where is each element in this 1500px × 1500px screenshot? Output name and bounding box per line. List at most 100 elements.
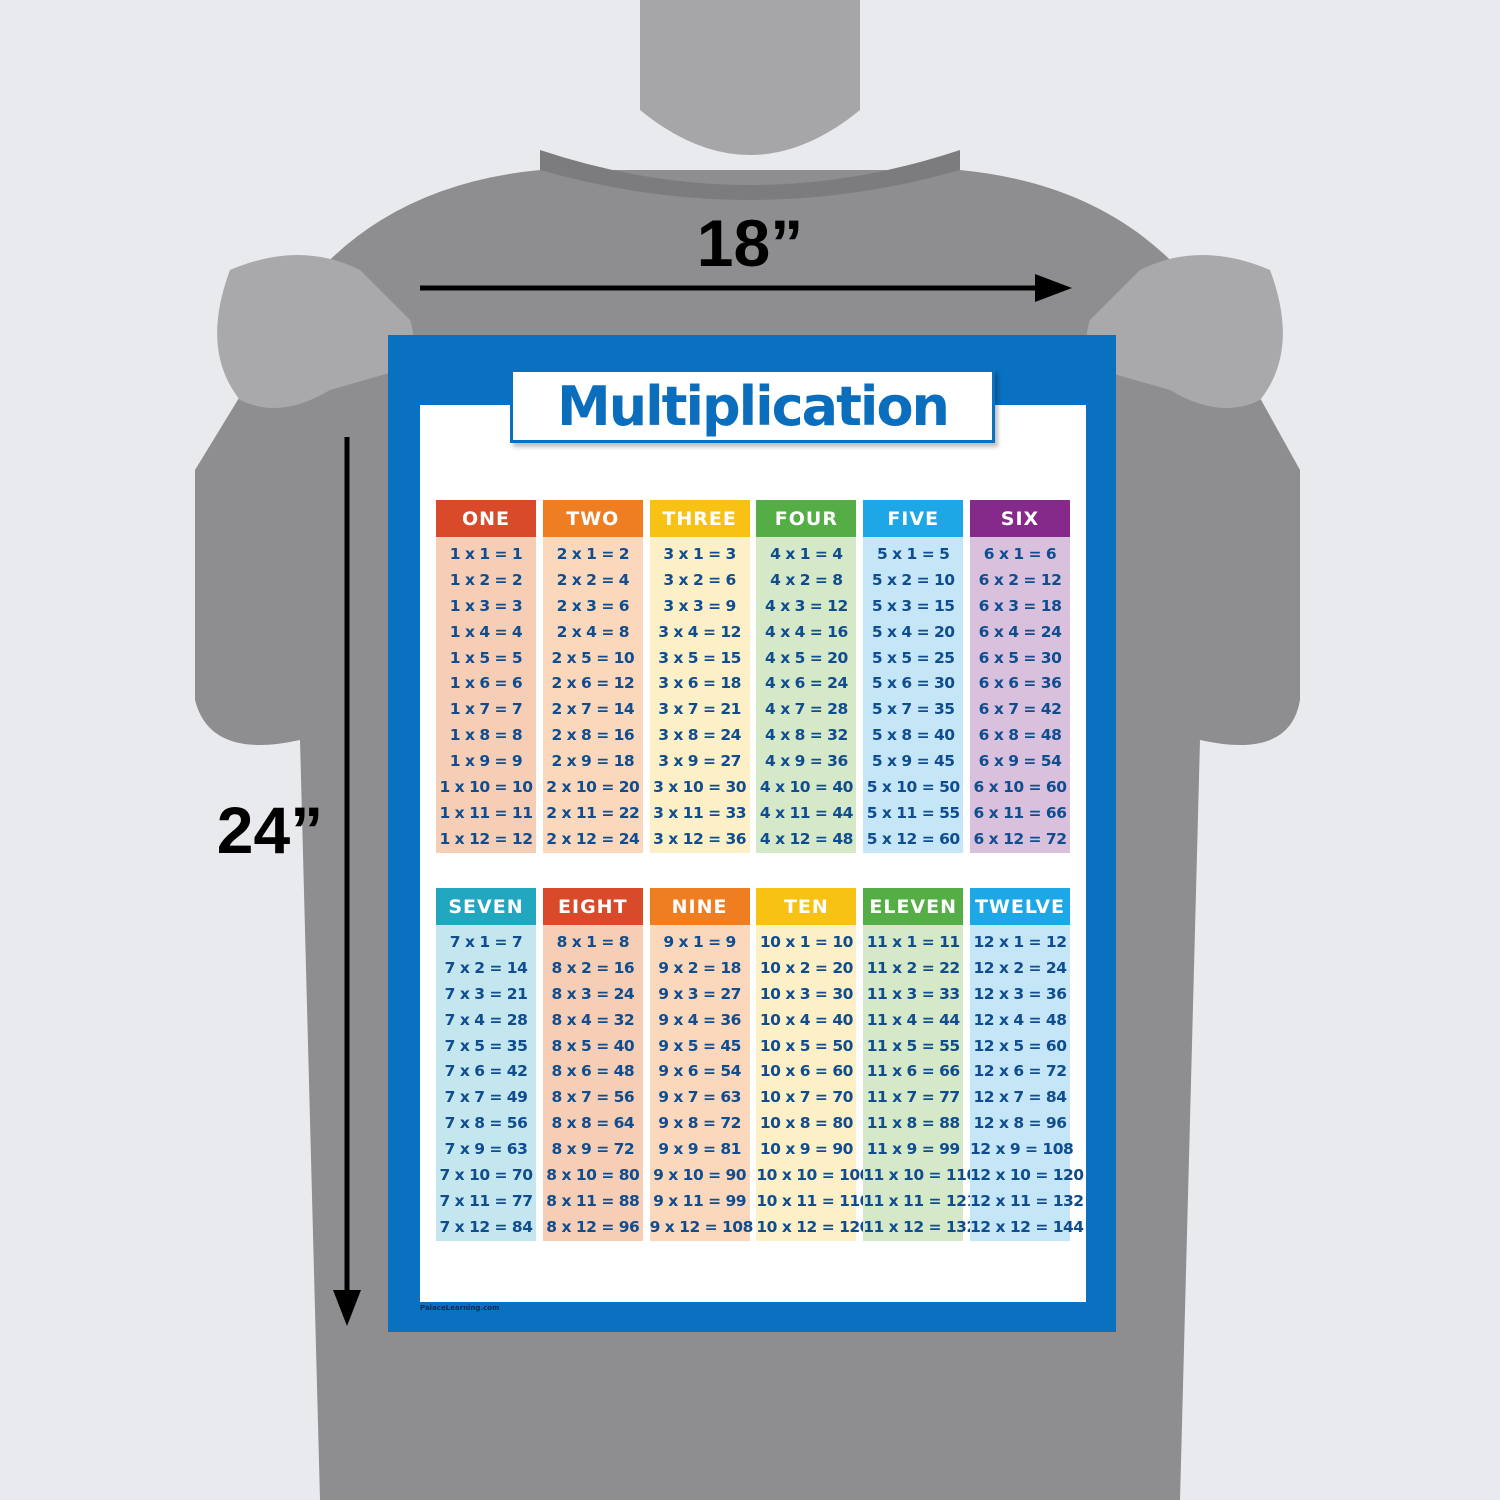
right-hand — [1086, 255, 1283, 408]
table-body: 8 x 1 = 8 8 x 2 = 16 8 x 3 = 24 8 x 4 = 32 8… — [542, 925, 643, 1241]
equation: 8 x 7 = 56 — [551, 1088, 635, 1107]
equation: 8 x 11 = 88 — [546, 1191, 640, 1210]
equation: 8 x 2 = 16 — [551, 958, 635, 977]
equation: 10 x 6 = 60 — [759, 1062, 854, 1081]
table-body: 4 x 1 = 4 4 x 2 = 8 4 x 3 = 12 4 x 4 = 16 4 … — [756, 537, 857, 853]
equation: 12 x 7 = 84 — [973, 1088, 1068, 1107]
table-header: TWELVE — [970, 888, 1070, 925]
equation: 10 x 9 = 90 — [759, 1140, 854, 1159]
equation: 1 x 9 = 9 — [449, 752, 523, 771]
table-body: 11 x 1 = 11 11 x 2 = 22 11 x 3 = 33 11 x 4 … — [863, 925, 977, 1241]
equation: 12 x 12 = 144 — [970, 1217, 1084, 1236]
equation: 4 x 5 = 20 — [765, 648, 848, 667]
equation: 7 x 7 = 49 — [444, 1088, 528, 1107]
equation: 9 x 3 = 27 — [658, 984, 741, 1003]
table-header: FIVE — [863, 500, 964, 537]
equation: 2 x 4 = 8 — [556, 622, 630, 641]
equation: 8 x 8 = 64 — [551, 1114, 635, 1133]
equation: 4 x 10 = 40 — [759, 778, 854, 797]
equation: 5 x 11 = 55 — [866, 803, 961, 822]
equation: 7 x 9 = 63 — [444, 1140, 528, 1159]
equation: 11 x 9 = 99 — [866, 1140, 961, 1159]
equation: 7 x 12 = 84 — [439, 1217, 534, 1236]
equation: 9 x 8 = 72 — [658, 1114, 741, 1133]
equation: 8 x 12 = 96 — [546, 1217, 640, 1236]
equation: 11 x 5 = 55 — [866, 1036, 961, 1055]
equation: 3 x 1 = 3 — [663, 545, 736, 563]
equation: 12 x 8 = 96 — [973, 1114, 1068, 1133]
equation: 5 x 3 = 15 — [871, 596, 955, 615]
equation: 6 x 7 = 42 — [978, 700, 1062, 719]
equation: 6 x 10 = 60 — [973, 778, 1068, 797]
equation: 2 x 10 = 20 — [546, 778, 640, 797]
equation: 7 x 6 = 42 — [444, 1062, 528, 1081]
title-box: Multiplication — [510, 369, 995, 443]
equation: 2 x 2 = 4 — [556, 570, 630, 589]
equation: 3 x 7 = 21 — [658, 700, 741, 719]
table-header: TEN — [756, 888, 857, 925]
equation: 11 x 6 = 66 — [866, 1062, 961, 1081]
equation: 5 x 1 = 5 — [876, 545, 950, 563]
equation: 12 x 3 = 36 — [973, 984, 1068, 1003]
equation: 7 x 11 = 77 — [439, 1191, 534, 1210]
table-body: 12 x 1 = 12 12 x 2 = 24 12 x 3 = 36 12 x 4 … — [970, 925, 1084, 1241]
equation: 11 x 12 = 132 — [863, 1217, 977, 1236]
equation: 10 x 2 = 20 — [759, 958, 854, 977]
equation: 2 x 6 = 12 — [551, 674, 635, 693]
equation: 6 x 2 = 12 — [978, 570, 1062, 589]
equation: 4 x 2 = 8 — [770, 570, 843, 589]
equation: 1 x 4 = 4 — [449, 622, 523, 641]
equation: 10 x 4 = 40 — [759, 1010, 854, 1029]
equation: 2 x 3 = 6 — [556, 596, 630, 615]
equation: 9 x 6 = 54 — [658, 1062, 741, 1081]
equation: 10 x 8 = 80 — [759, 1114, 854, 1133]
width-arrowhead-icon — [1035, 274, 1072, 302]
table-header: SEVEN — [436, 888, 536, 925]
equation: 5 x 5 = 25 — [871, 648, 955, 667]
equation: 10 x 5 = 50 — [759, 1036, 854, 1055]
equation: 10 x 11 = 110 — [756, 1191, 870, 1210]
table-header: ELEVEN — [863, 888, 964, 925]
equation: 1 x 3 = 3 — [449, 596, 523, 615]
equation: 4 x 9 = 36 — [765, 752, 848, 771]
equation: 2 x 11 = 22 — [546, 803, 640, 822]
table-header: TWO — [542, 500, 643, 537]
equation: 9 x 12 = 108 — [649, 1217, 754, 1236]
equation: 12 x 9 = 108 — [970, 1140, 1074, 1159]
equation: 3 x 5 = 15 — [658, 648, 741, 667]
equation: 1 x 2 = 2 — [449, 570, 523, 589]
equation: 5 x 2 = 10 — [871, 570, 955, 589]
equation: 12 x 11 = 132 — [970, 1191, 1084, 1210]
equation: 11 x 3 = 33 — [866, 984, 961, 1003]
equation: 4 x 8 = 32 — [765, 726, 848, 745]
equation: 3 x 4 = 12 — [658, 622, 741, 641]
table-header: EIGHT — [542, 888, 643, 925]
table-column: ELEVEN 11 x 1 = 11 11 x 2 = 22 11 x 3 = 33 1… — [863, 888, 977, 1241]
equation: 9 x 10 = 90 — [653, 1166, 747, 1185]
equation: 1 x 6 = 6 — [449, 674, 523, 693]
equation: 11 x 10 = 110 — [863, 1166, 977, 1185]
equation: 5 x 12 = 60 — [866, 829, 961, 848]
equation: 3 x 12 = 36 — [653, 829, 747, 848]
equation: 6 x 11 = 66 — [973, 803, 1068, 822]
equation: 4 x 11 = 44 — [759, 803, 854, 822]
equation: 10 x 10 = 100 — [756, 1166, 870, 1185]
equation: 5 x 8 = 40 — [871, 726, 955, 745]
table-column: NINE 9 x 1 = 9 9 x 2 = 18 9 x 3 = 27 9 x 4 =… — [649, 888, 754, 1241]
equation: 9 x 4 = 36 — [658, 1010, 741, 1029]
equation: 5 x 10 = 50 — [866, 778, 961, 797]
equation: 2 x 1 = 2 — [556, 545, 630, 563]
equation: 9 x 5 = 45 — [658, 1036, 741, 1055]
equation: 3 x 10 = 30 — [653, 778, 747, 797]
equation: 7 x 2 = 14 — [444, 958, 528, 977]
equation: 7 x 3 = 21 — [444, 984, 528, 1003]
equation: 1 x 1 = 1 — [449, 545, 523, 563]
equation: 8 x 5 = 40 — [551, 1036, 635, 1055]
equation: 5 x 7 = 35 — [871, 700, 955, 719]
table-column: FIVE 5 x 1 = 5 5 x 2 = 10 5 x 3 = 15 5 x 4 =… — [863, 500, 964, 853]
equation: 3 x 3 = 9 — [663, 596, 736, 615]
table-body: 2 x 1 = 2 2 x 2 = 4 2 x 3 = 6 2 x 4 = 8 2 x … — [542, 537, 643, 853]
equation: 7 x 10 = 70 — [439, 1166, 534, 1185]
table-column: THREE 3 x 1 = 3 3 x 2 = 6 3 x 3 = 9 3 x 4 = … — [649, 500, 750, 853]
